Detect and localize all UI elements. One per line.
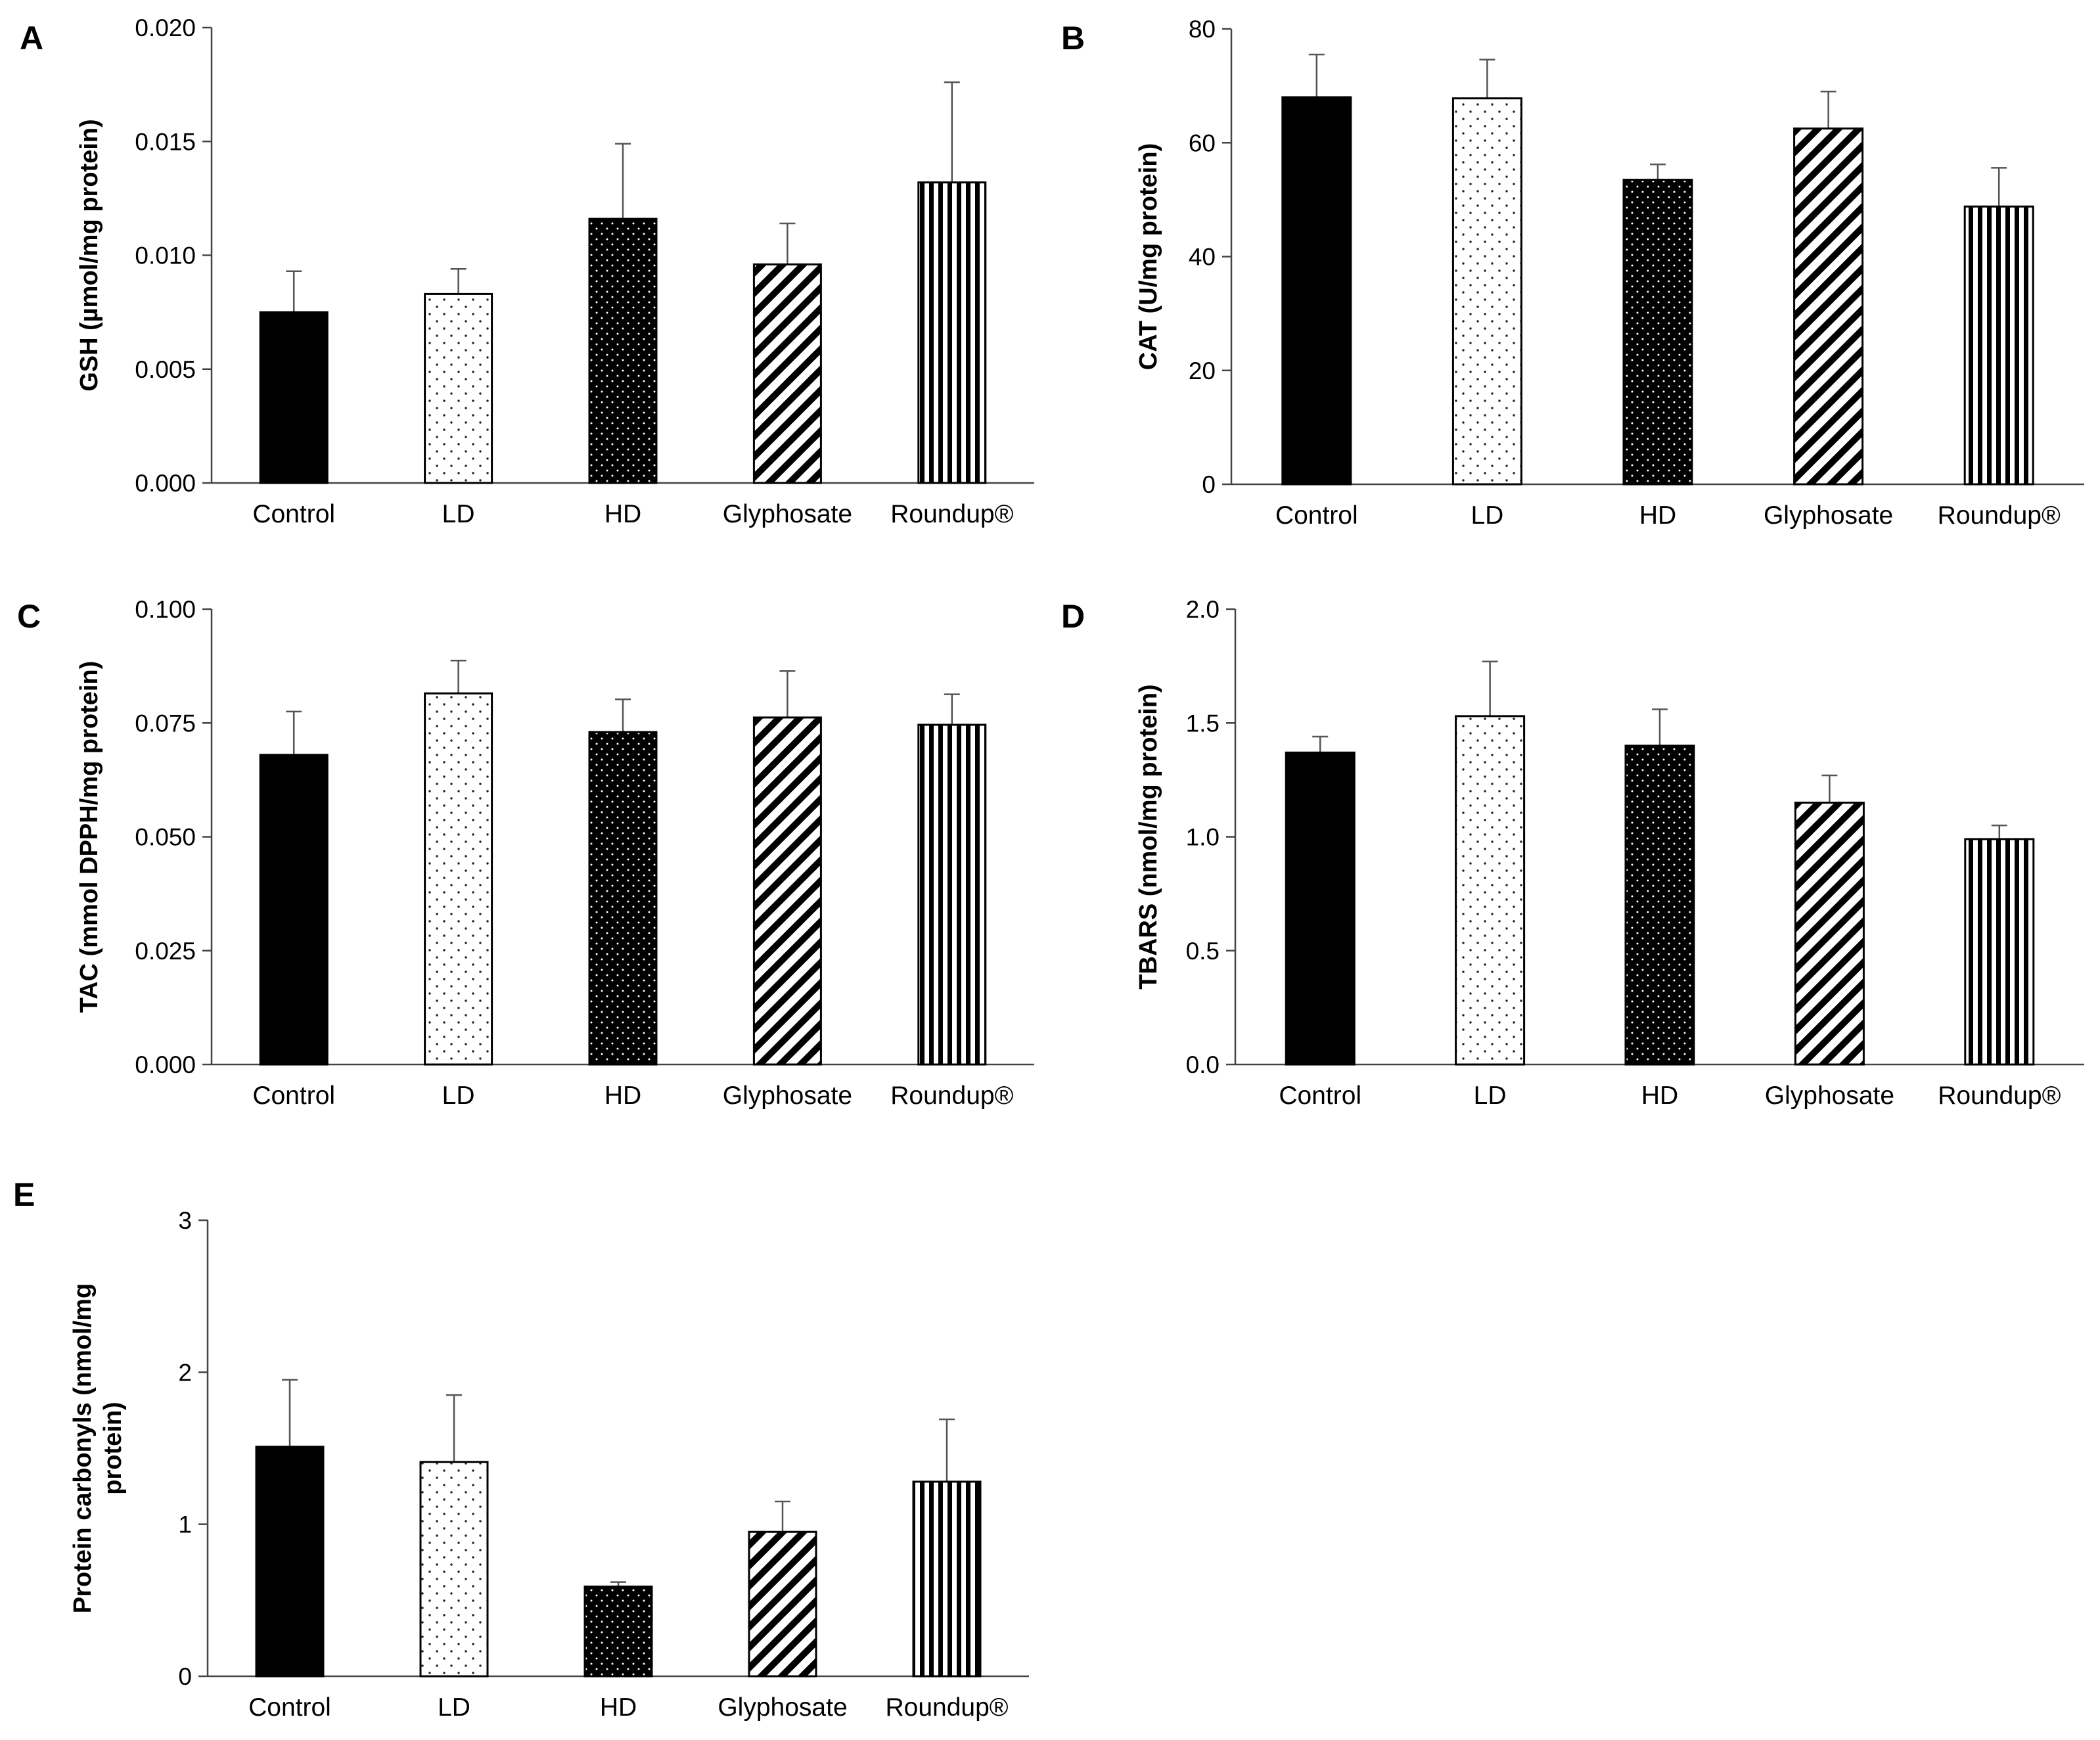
y-tick-label: 0.100 (135, 596, 196, 623)
x-category-label: LD (1471, 501, 1503, 530)
y-tick-label: 0 (1202, 471, 1216, 498)
x-category-label: Roundup® (1938, 501, 2061, 530)
y-axis-title: CAT (U/mg protein) (1135, 143, 1162, 370)
bar-control (255, 1446, 325, 1678)
panel-letter: C (17, 598, 41, 635)
x-category-label: HD (605, 1082, 641, 1110)
y-axis-title: GSH (µmol/mg protein) (76, 119, 103, 392)
bar-hd (1624, 744, 1695, 1066)
panel-c: C 0.000 0.025 0.050 0.075 0.100 TAC (mmol DPPH… (17, 596, 1034, 1110)
panel-letter: D (1061, 598, 1085, 635)
x-category-label: Control (248, 1693, 331, 1722)
bar-glyphosate (752, 263, 822, 484)
y-tick-label: 0.050 (135, 824, 196, 851)
y-tick-label: 3 (178, 1207, 192, 1234)
y-tick-label: 1.5 (1186, 710, 1220, 737)
bar-control (259, 754, 329, 1066)
x-category-label: HD (605, 500, 641, 528)
x-category-label: Roundup® (885, 1693, 1008, 1722)
x-category-label: Glyphosate (1764, 501, 1893, 530)
y-tick-label: 1.0 (1186, 824, 1220, 851)
y-tick-label: 20 (1189, 357, 1216, 384)
bar-hd (588, 731, 658, 1066)
x-category-label: Control (1279, 1082, 1361, 1110)
bar-roundup (1963, 205, 2034, 486)
y-tick-label: 0.005 (135, 356, 196, 383)
y-tick-label: 2 (178, 1359, 192, 1386)
bar-ld (1455, 715, 1526, 1066)
bar-roundup (1964, 838, 2035, 1066)
x-category-label: LD (1474, 1082, 1507, 1110)
y-tick-label: 60 (1189, 129, 1216, 156)
x-category-label: LD (442, 1082, 475, 1110)
x-category-label: LD (438, 1693, 470, 1722)
y-tick-label: 40 (1189, 244, 1216, 271)
bar-hd (1622, 179, 1693, 486)
bar-control (1285, 751, 1356, 1066)
y-tick-label: 0.000 (135, 470, 196, 497)
y-tick-label: 1 (178, 1511, 192, 1538)
x-category-label: Roundup® (1938, 1082, 2061, 1110)
bar-glyphosate (748, 1530, 817, 1678)
panel-b: B 0 20 40 60 80 CAT (U/mg protein) Control LD HD G… (1061, 16, 2084, 530)
y-tick-label: 0.010 (135, 242, 196, 269)
y-tick-label: 0.0 (1186, 1051, 1220, 1078)
y-tick-label: 0.000 (135, 1051, 196, 1078)
bar-hd (588, 218, 658, 484)
y-tick-label: 0.025 (135, 938, 196, 965)
bar-ld (424, 292, 493, 484)
panel-e: E 0 1 2 3 Protein carbonyls (nmol/mg protein) C… (13, 1176, 1029, 1722)
y-tick-label: 0.015 (135, 128, 196, 155)
bar-ld (424, 692, 493, 1066)
bar-glyphosate (752, 716, 822, 1066)
bar-glyphosate (1794, 802, 1865, 1066)
x-category-label: Glyphosate (718, 1693, 847, 1722)
bar-hd (583, 1586, 653, 1678)
panel-a: A 0.000 0.005 0.010 0.015 0.020 GSH (µmol/mg p… (20, 14, 1034, 528)
y-tick-label: 0.075 (135, 710, 196, 737)
y-tick-label: 0.020 (135, 14, 196, 41)
panel-d: D 0.0 0.5 1.0 1.5 2.0 TBARS (nmol/mg protein) C… (1061, 596, 2084, 1110)
y-tick-label: 0 (178, 1663, 192, 1690)
x-category-label: HD (600, 1693, 637, 1722)
x-category-label: Glyphosate (723, 1082, 852, 1110)
x-category-label: Control (1275, 501, 1358, 530)
bar-ld (1451, 97, 1522, 486)
y-axis-title: TAC (mmol DPPH/mg protein) (76, 661, 103, 1013)
x-category-label: Glyphosate (723, 500, 852, 528)
bar-glyphosate (1793, 127, 1864, 486)
x-category-label: Roundup® (890, 1082, 1013, 1110)
x-category-label: Roundup® (890, 500, 1013, 528)
bar-ld (419, 1461, 489, 1678)
y-tick-label: 0.5 (1186, 938, 1220, 965)
y-tick-label: 2.0 (1186, 596, 1220, 623)
panel-letter: A (20, 20, 43, 57)
bar-control (259, 311, 329, 484)
x-category-label: HD (1641, 1082, 1678, 1110)
bar-roundup (917, 723, 987, 1066)
x-category-label: HD (1639, 501, 1676, 530)
panel-letter: B (1061, 20, 1085, 57)
y-tick-label: 80 (1189, 16, 1216, 43)
x-category-label: Control (252, 500, 335, 528)
panel-letter: E (13, 1176, 35, 1213)
y-axis-title: TBARS (nmol/mg protein) (1135, 684, 1162, 989)
x-category-label: Control (252, 1082, 335, 1110)
x-category-label: Glyphosate (1765, 1082, 1894, 1110)
bar-roundup (912, 1480, 982, 1678)
bar-control (1281, 96, 1352, 486)
y-axis-title: Protein carbonyls (nmol/mg protein) (69, 1283, 127, 1614)
bar-roundup (917, 181, 987, 484)
x-category-label: LD (442, 500, 475, 528)
